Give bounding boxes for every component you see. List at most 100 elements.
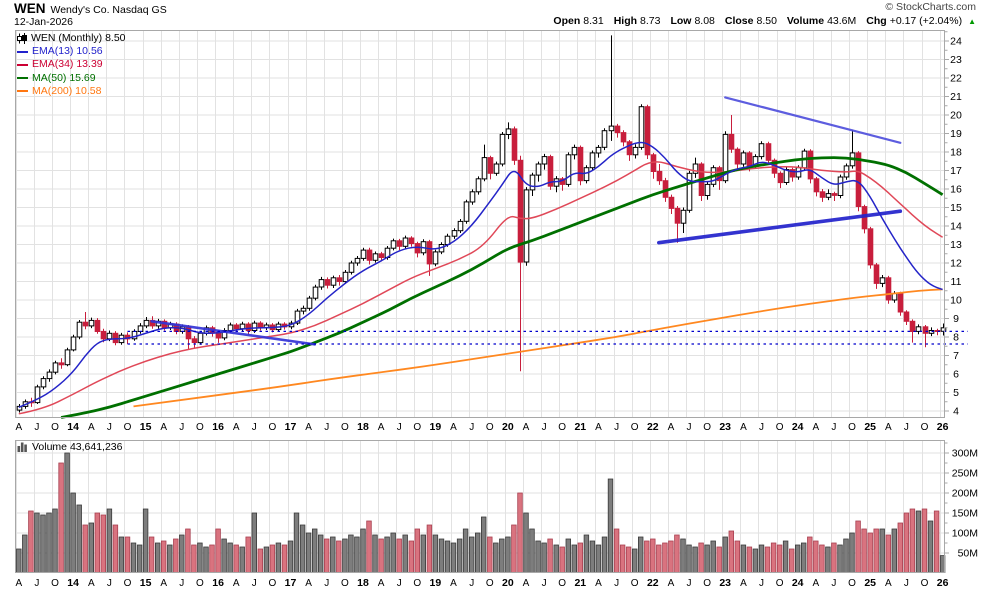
candle-body — [34, 386, 41, 404]
volume-bar — [813, 540, 819, 573]
candle-body — [595, 146, 602, 154]
x-axis-label: O — [124, 578, 132, 589]
x-axis-label: O — [196, 578, 204, 589]
x-axis-label: J — [542, 422, 547, 433]
volume-bar — [112, 524, 119, 573]
volume-bar — [517, 492, 523, 573]
volume-bar — [644, 540, 650, 573]
volume-bar — [873, 528, 879, 573]
x-axis-label: O — [269, 422, 277, 433]
volume-bar — [891, 528, 897, 573]
legend-ma200-label: MA(200) 10.58 — [32, 84, 102, 97]
x-axis-label: O — [921, 422, 929, 433]
x-axis-label: J — [759, 422, 764, 433]
candle-body — [300, 307, 307, 312]
x-axis-label: 19 — [430, 577, 442, 589]
candle-body — [475, 178, 482, 193]
volume-bar — [52, 508, 58, 573]
volume-bar — [722, 536, 728, 573]
x-axis-label: 18 — [357, 577, 369, 589]
volume-bar — [444, 540, 451, 573]
candle-body — [324, 279, 331, 286]
volume-bar — [692, 546, 698, 573]
candle-body — [565, 154, 572, 185]
x-axis-label: A — [160, 422, 167, 433]
volume-bar — [136, 544, 143, 573]
volume-bar — [505, 536, 511, 573]
x-axis-label: O — [413, 578, 421, 589]
x-axis-label: 17 — [285, 577, 297, 589]
volume-axis-label: 100M — [952, 528, 978, 540]
candle-body — [577, 146, 584, 182]
volume-bar — [106, 508, 113, 573]
volume-axis-label: 300M — [952, 448, 978, 460]
volume-bar — [480, 516, 487, 573]
volume-bar — [94, 512, 100, 573]
x-axis-label: O — [124, 422, 132, 433]
x-axis-label: A — [595, 422, 602, 433]
volume-bar — [933, 510, 940, 573]
volume-bar — [293, 512, 300, 573]
volume-bar — [921, 508, 928, 573]
volume-bar — [100, 514, 106, 573]
x-axis-label: 23 — [719, 577, 731, 589]
x-axis-label: A — [885, 422, 892, 433]
price-axis-label: 6 — [953, 369, 959, 381]
candle-body — [366, 249, 373, 261]
x-axis-label: J — [252, 578, 257, 589]
trendline — [150, 319, 317, 346]
x-axis-label: O — [269, 578, 277, 589]
ma-overlays — [18, 141, 944, 419]
candle-body — [143, 319, 150, 327]
candle-body — [783, 169, 790, 184]
volume-bar — [758, 544, 765, 573]
price-axis-label: 5 — [953, 387, 959, 399]
x-axis-label: J — [397, 422, 402, 433]
volume-bar — [499, 538, 505, 573]
x-axis-label: A — [305, 578, 312, 589]
x-axis-label: 16 — [212, 421, 224, 433]
volume-bar — [239, 546, 245, 573]
volume-bars-icon — [17, 442, 27, 452]
volume-bar — [299, 524, 306, 573]
volume-bar — [511, 524, 517, 573]
candle-body — [837, 176, 844, 196]
candle-body — [432, 251, 439, 265]
candle-body — [740, 152, 747, 165]
candle-body — [312, 286, 319, 299]
volume-bar — [22, 534, 28, 573]
legend-main: WEN (Monthly) 8.50 — [17, 32, 126, 45]
candle-body — [360, 249, 367, 259]
candle-body — [626, 141, 633, 156]
candle-body — [553, 178, 560, 187]
volume-bar — [529, 528, 535, 573]
volume-bar — [360, 528, 366, 573]
x-axis-label: 15 — [140, 421, 152, 433]
volume-bar — [426, 524, 433, 573]
volume-bar — [263, 546, 270, 573]
chart-legend: WEN (Monthly) 8.50 EMA(13) 10.56 EMA(34)… — [17, 32, 126, 98]
volume-bar — [197, 542, 203, 573]
candle-body — [94, 319, 101, 332]
volume-axis-label: 150M — [952, 508, 978, 520]
volume-bar — [764, 546, 771, 573]
volume-bar — [408, 540, 414, 573]
candle-body — [245, 323, 252, 332]
candle-body — [318, 279, 325, 288]
x-axis-label: J — [179, 578, 184, 589]
x-axis-label: A — [812, 422, 819, 433]
x-axis-label: A — [233, 578, 240, 589]
x-axis-label: A — [740, 422, 747, 433]
quote-high: High 8.73 — [613, 15, 661, 27]
volume-bar — [795, 544, 801, 573]
volume-bar — [245, 536, 251, 573]
volume-bar — [915, 510, 922, 573]
legend-ema34-label: EMA(34) 13.39 — [32, 58, 103, 71]
volume-bar — [275, 542, 282, 573]
legend-ema13-label: EMA(13) 10.56 — [32, 45, 103, 58]
quote-volume: Volume 43.6M — [786, 15, 857, 27]
x-axis-label: O — [51, 422, 59, 433]
volume-bar — [323, 538, 330, 573]
candle-body — [493, 163, 500, 174]
candle-body — [390, 240, 397, 249]
